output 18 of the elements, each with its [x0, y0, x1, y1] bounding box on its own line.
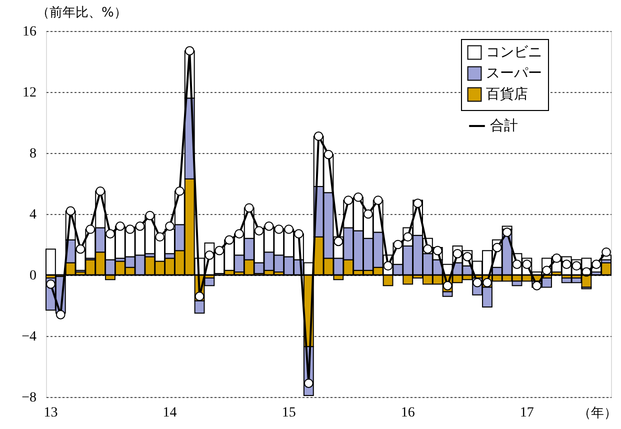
x-tick-label: 14 — [162, 406, 177, 420]
y-tick-label: 4 — [30, 208, 36, 222]
y-tick-label: 0 — [30, 268, 36, 284]
text: （年） — [578, 406, 617, 421]
legend-label: 百貨店 — [486, 86, 528, 102]
legend-label: スーパー — [486, 66, 542, 82]
y-tick-label: −8 — [22, 390, 36, 406]
x-tick-label: 17 — [520, 406, 534, 420]
y-tick-label: 12 — [22, 86, 36, 100]
y-tick-label: 16 — [22, 24, 36, 40]
y-axis-title: （前年比、%） — [36, 6, 127, 20]
x-tick-label: 16 — [400, 406, 415, 420]
x-tick-label: 13 — [44, 406, 58, 420]
x-tick-label: 15 — [282, 406, 296, 420]
legend-label: 合計 — [490, 118, 518, 134]
legend-label: コンビニ — [486, 44, 542, 60]
y-tick-label: −4 — [22, 330, 36, 344]
y-tick-label: 8 — [30, 146, 36, 162]
